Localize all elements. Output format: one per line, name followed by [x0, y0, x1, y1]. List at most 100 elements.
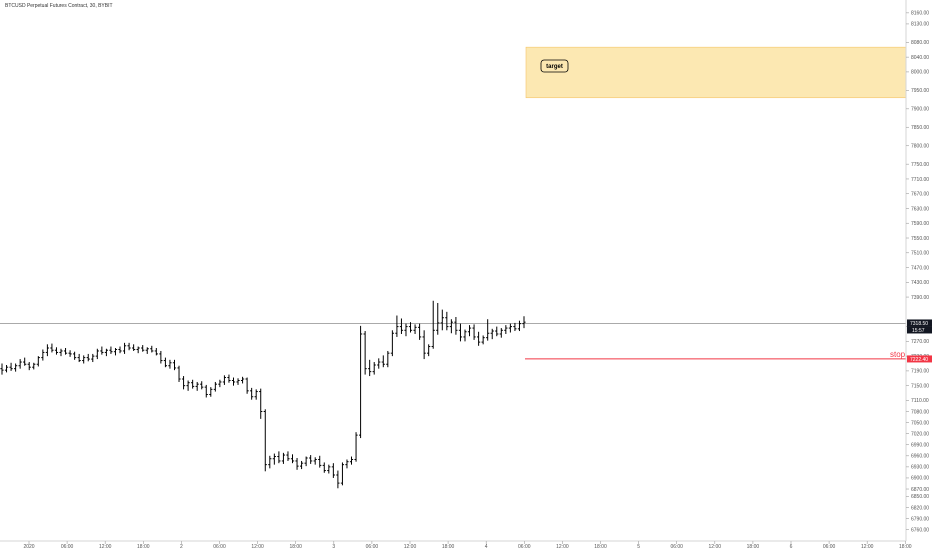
time-tick-label: 18:00	[289, 544, 302, 550]
price-bar	[68, 350, 72, 357]
price-bar	[181, 376, 186, 390]
price-bar	[436, 302, 440, 335]
time-tick-label: 18:00	[899, 544, 912, 550]
time-tick-label: 5	[637, 544, 640, 550]
price-bar	[50, 343, 54, 353]
price-bar	[4, 364, 9, 373]
price-bar	[309, 455, 313, 464]
target-rectangle[interactable]	[525, 46, 907, 99]
price-bar	[322, 462, 326, 473]
price-bar	[259, 388, 263, 419]
price-bar	[390, 330, 394, 357]
target-label-box	[540, 59, 569, 73]
price-bar	[363, 331, 367, 375]
price-bar	[372, 362, 376, 375]
price-tick-label: 7630.00	[911, 206, 929, 212]
price-bar	[59, 348, 63, 357]
price-tick-label: 6820.00	[911, 505, 929, 511]
price-bar	[408, 322, 413, 333]
price-tick-label: 7470.00	[911, 265, 929, 271]
price-bar	[299, 460, 304, 470]
price-tick-label: 6870.00	[911, 487, 929, 493]
price-bar	[250, 387, 254, 400]
time-tick-label: 12:00	[861, 544, 874, 550]
price-bar	[77, 353, 81, 363]
current-price-tag: 7318.50	[907, 319, 932, 327]
price-bar	[82, 355, 86, 364]
price-bar	[36, 356, 40, 367]
price-bar	[440, 309, 444, 331]
price-bar	[73, 351, 77, 360]
price-bar	[227, 374, 231, 383]
price-bar	[354, 432, 358, 462]
price-bar	[209, 387, 213, 397]
time-tick-label: 06:00	[366, 544, 379, 550]
price-bar	[245, 377, 249, 394]
price-axis[interactable]: 8160.00 8130.00 8080.00 8040.00 8000.00 7950.…	[906, 11, 929, 534]
price-bar	[254, 389, 258, 400]
time-tick-label: 2	[180, 544, 183, 550]
price-tick-label: 7190.00	[911, 369, 929, 375]
price-bar	[268, 455, 272, 469]
price-tick-label: 8040.00	[911, 55, 929, 61]
price-tick-label: 7510.00	[911, 251, 929, 257]
time-tick-label: 12:00	[556, 544, 569, 550]
price-bar	[327, 464, 331, 474]
price-tick-label: 8160.00	[911, 11, 929, 17]
price-tick-label: 6790.00	[911, 516, 929, 522]
time-tick-label: 06:00	[670, 544, 683, 550]
time-tick-label: 3	[332, 544, 335, 550]
time-axis[interactable]: 2020 06:00 12:00 18:00 2 06:00 12:00 18:00 3 06:0…	[23, 541, 912, 550]
price-bar	[377, 358, 381, 369]
price-bar	[0, 363, 4, 375]
price-bar	[431, 300, 435, 349]
price-bar	[104, 348, 108, 357]
price-bar	[9, 362, 13, 371]
price-bar	[458, 323, 463, 342]
chart-title: BTCUSD Perpetual Futures Contract, 30, B…	[5, 3, 113, 9]
price-bar	[231, 377, 236, 386]
price-bar	[240, 376, 245, 384]
time-tick-label: 4	[485, 544, 488, 550]
price-tick-label: 7110.00	[911, 398, 929, 404]
price-bar	[336, 470, 340, 489]
target-label-badge[interactable]: target	[540, 59, 569, 73]
price-tick-label: 7270.00	[911, 339, 929, 345]
time-tick-label: 12:00	[251, 544, 264, 550]
price-tick-label: 7590.00	[911, 221, 929, 227]
price-bar	[109, 346, 113, 354]
price-bar	[490, 328, 494, 340]
price-tick-label: 7900.00	[911, 107, 929, 113]
price-bar	[522, 316, 526, 329]
time-tick-label: 18:00	[442, 544, 455, 550]
price-bar	[281, 452, 286, 464]
price-bar	[368, 359, 372, 377]
price-bar	[481, 335, 485, 345]
price-bar	[286, 451, 290, 461]
price-bar	[218, 379, 222, 388]
price-bar	[499, 328, 503, 338]
price-bar	[236, 378, 240, 385]
price-bar	[340, 462, 345, 486]
price-tick-label: 7550.00	[911, 236, 929, 242]
price-bar	[118, 346, 122, 354]
price-bar	[159, 350, 163, 364]
price-bar	[477, 331, 481, 346]
current-price-value: 7318.50	[910, 321, 928, 327]
price-bar	[95, 348, 99, 360]
countdown-tag: 15:57	[907, 326, 932, 334]
price-bar	[504, 325, 508, 334]
price-bar	[200, 381, 204, 390]
stop-price-tag: 7222.40	[907, 355, 932, 363]
price-bar	[445, 311, 449, 331]
price-bar	[449, 319, 453, 334]
target-zone[interactable]: target	[525, 46, 907, 99]
price-bar	[172, 359, 177, 371]
time-tick-label: 18:00	[137, 544, 150, 550]
price-bar	[331, 463, 335, 478]
price-bar	[168, 359, 172, 369]
price-bar	[422, 330, 426, 360]
countdown-value: 15:57	[912, 328, 925, 334]
price-tick-label: 6930.00	[911, 465, 929, 471]
